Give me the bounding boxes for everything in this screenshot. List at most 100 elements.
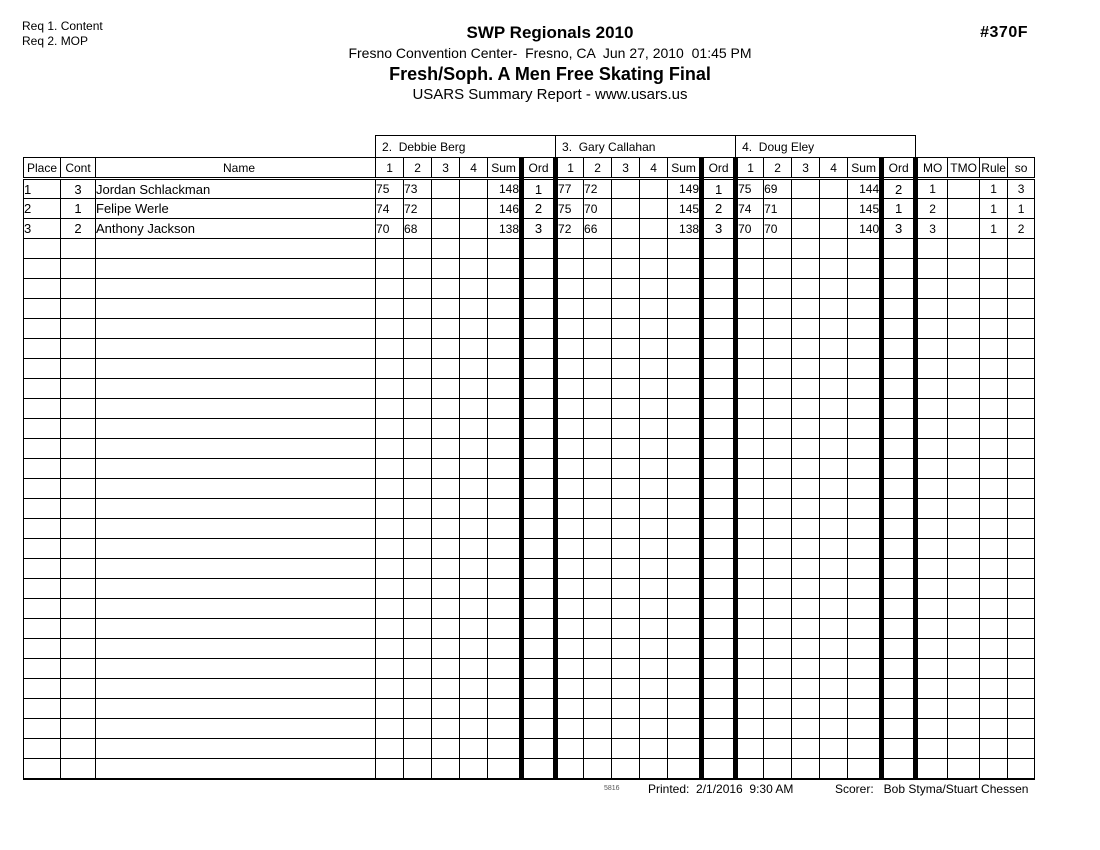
cell-judge2-ord bbox=[699, 398, 739, 419]
cell-judge1-score3 bbox=[431, 178, 461, 199]
cell-name: Jordan Schlackman bbox=[94, 178, 377, 199]
cell-cont bbox=[60, 698, 96, 719]
cell-judge1-score4 bbox=[459, 518, 489, 539]
cell-mo bbox=[915, 658, 949, 679]
cell-place: 3 bbox=[23, 218, 61, 239]
cell-judge1-score4 bbox=[459, 318, 489, 339]
cell-judge2-ord bbox=[699, 538, 739, 559]
cell-name bbox=[94, 458, 377, 479]
cell-judge1-score3 bbox=[431, 718, 461, 739]
cell-judge1-ord bbox=[519, 458, 559, 479]
cell-judge2-score2 bbox=[583, 598, 613, 619]
cell-judge2-score2 bbox=[583, 518, 613, 539]
cell-rule bbox=[979, 618, 1009, 639]
cell-judge3-sum bbox=[847, 758, 883, 780]
cell-judge3-score3 bbox=[791, 418, 821, 439]
cell-judge1-score1 bbox=[375, 418, 405, 439]
cell-judge3-score1: 74 bbox=[735, 198, 765, 219]
cell-judge3-score1 bbox=[735, 758, 765, 780]
cell-judge1-score1 bbox=[375, 558, 405, 579]
cell-judge2-score1 bbox=[555, 378, 585, 399]
cell-cont bbox=[60, 578, 96, 599]
cell-cont bbox=[60, 418, 96, 439]
cell-judge2-ord bbox=[699, 638, 739, 659]
cell-mo bbox=[915, 718, 949, 739]
cell-mo bbox=[915, 678, 949, 699]
cell-judge1-score3 bbox=[431, 498, 461, 519]
cell-judge3-score2 bbox=[763, 518, 793, 539]
cell-mo bbox=[915, 738, 949, 759]
cell-judge1-score2 bbox=[403, 678, 433, 699]
req-notes: Req 1. Content Req 2. MOP bbox=[22, 19, 103, 49]
cell-judge3-score2 bbox=[763, 258, 793, 279]
cell-rule bbox=[979, 578, 1009, 599]
cell-judge3-score3 bbox=[791, 678, 821, 699]
cell-tmo bbox=[947, 698, 981, 719]
cell-judge1-score1 bbox=[375, 278, 405, 299]
judge-1-name: 2. Debbie Berg bbox=[375, 135, 557, 158]
cell-rule bbox=[979, 738, 1009, 759]
cell-place bbox=[23, 398, 61, 419]
cell-judge2-score2 bbox=[583, 358, 613, 379]
cell-judge1-score4 bbox=[459, 678, 489, 699]
cell-judge3-ord bbox=[879, 298, 919, 319]
cell-judge1-score2 bbox=[403, 398, 433, 419]
cell-judge2-score3 bbox=[611, 698, 641, 719]
cell-judge3-sum bbox=[847, 638, 883, 659]
cell-judge2-score1 bbox=[555, 638, 585, 659]
col-header-j1-4: 4 bbox=[459, 157, 489, 180]
cell-judge2-score3 bbox=[611, 518, 641, 539]
cell-judge1-score1 bbox=[375, 298, 405, 319]
cell-judge1-score2 bbox=[403, 238, 433, 259]
cell-judge3-score4 bbox=[819, 518, 849, 539]
cell-judge1-score4 bbox=[459, 638, 489, 659]
cell-judge2-ord bbox=[699, 718, 739, 739]
cell-name bbox=[94, 698, 377, 719]
cell-judge1-score3 bbox=[431, 758, 461, 780]
cell-judge2-sum bbox=[667, 238, 703, 259]
cell-judge3-ord bbox=[879, 478, 919, 499]
cell-cont: 1 bbox=[60, 198, 96, 219]
empty-row bbox=[23, 658, 1036, 679]
cell-judge2-ord bbox=[699, 578, 739, 599]
cell-cont bbox=[60, 718, 96, 739]
cell-judge2-score3 bbox=[611, 298, 641, 319]
cell-judge1-score3 bbox=[431, 238, 461, 259]
cell-judge3-score2 bbox=[763, 278, 793, 299]
cell-mo bbox=[915, 398, 949, 419]
cell-judge2-sum bbox=[667, 638, 703, 659]
cell-judge2-ord bbox=[699, 418, 739, 439]
empty-row bbox=[23, 638, 1036, 659]
cell-judge1-score2 bbox=[403, 418, 433, 439]
cell-judge3-score4 bbox=[819, 538, 849, 559]
cell-judge2-score2 bbox=[583, 558, 613, 579]
cell-judge1-sum bbox=[487, 638, 523, 659]
cell-judge3-score2 bbox=[763, 478, 793, 499]
cell-judge2-score1 bbox=[555, 358, 585, 379]
empty-row bbox=[23, 318, 1036, 339]
cell-judge2-score3 bbox=[611, 658, 641, 679]
cell-so bbox=[1007, 538, 1036, 559]
cell-judge3-ord: 2 bbox=[879, 178, 919, 199]
results-table: 2. Debbie Berg 3. Gary Callahan 4. Doug … bbox=[23, 135, 1036, 780]
cell-name bbox=[94, 398, 377, 419]
cell-judge1-sum bbox=[487, 338, 523, 359]
cell-judge1-score4 bbox=[459, 238, 489, 259]
cell-judge3-score4 bbox=[819, 178, 849, 199]
cell-judge1-ord bbox=[519, 558, 559, 579]
cell-judge3-sum bbox=[847, 398, 883, 419]
cell-judge3-score2 bbox=[763, 758, 793, 780]
cell-judge3-score2 bbox=[763, 238, 793, 259]
cell-judge1-score4 bbox=[459, 198, 489, 219]
col-header-so: so bbox=[1007, 157, 1036, 180]
cell-judge1-score4 bbox=[459, 658, 489, 679]
cell-judge2-score4 bbox=[639, 318, 669, 339]
cell-judge2-score2 bbox=[583, 738, 613, 759]
cell-judge2-score1 bbox=[555, 518, 585, 539]
cell-judge3-score1 bbox=[735, 298, 765, 319]
cell-judge2-score1 bbox=[555, 418, 585, 439]
cell-place bbox=[23, 358, 61, 379]
cell-judge2-sum bbox=[667, 338, 703, 359]
cell-judge3-ord bbox=[879, 258, 919, 279]
cell-judge3-score1 bbox=[735, 478, 765, 499]
